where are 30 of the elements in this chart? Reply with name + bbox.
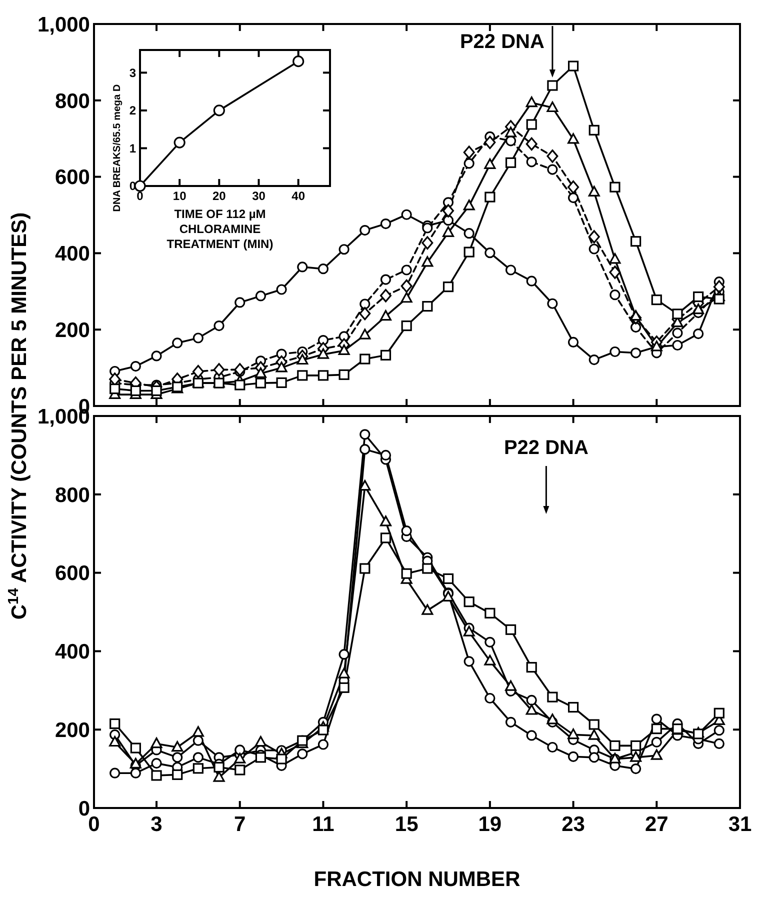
- annotation: P22 DNA: [504, 437, 588, 459]
- y-tick-label: 1: [129, 141, 136, 156]
- y-tick-label: 800: [54, 484, 90, 507]
- y-axis-title: DNA BREAKS/65.5 mega D: [112, 84, 123, 212]
- x-tick-label: 3: [150, 813, 162, 836]
- x-tick-label: 20: [212, 189, 226, 203]
- x-tick-label: 40: [292, 189, 306, 203]
- y-tick-label: 200: [54, 318, 90, 342]
- y-tick-label: 800: [54, 90, 90, 113]
- x-tick-label: 23: [562, 813, 585, 836]
- x-tick-label: 30: [252, 189, 266, 203]
- x-tick-label: 27: [644, 813, 668, 836]
- x-tick-label: 15: [394, 813, 419, 836]
- annotation: P22 DNA: [460, 31, 544, 53]
- x-tick-label: 11: [312, 813, 335, 836]
- x-axis-title: TIME OF 112 µM CHLORAMINE TREATMENT (MIN): [166, 207, 274, 251]
- y-tick-label: 200: [54, 718, 90, 742]
- x-tick-label: 19: [478, 813, 502, 836]
- y-tick-label: 600: [54, 166, 90, 190]
- y-tick-label: 3: [129, 66, 136, 80]
- x-tick-label: 31: [728, 813, 752, 836]
- y-tick-label: 0: [78, 797, 90, 820]
- y-tick-label: 400: [54, 640, 90, 664]
- x-axis-title: FRACTION NUMBER: [314, 868, 520, 891]
- x-tick-label: 7: [234, 813, 246, 836]
- y-tick-label: 600: [54, 562, 90, 586]
- y-tick-label: 1,000: [37, 13, 90, 36]
- y-tick-label: 400: [54, 242, 90, 266]
- x-tick-label: 10: [172, 189, 187, 203]
- y-tick-label: 2: [129, 104, 136, 118]
